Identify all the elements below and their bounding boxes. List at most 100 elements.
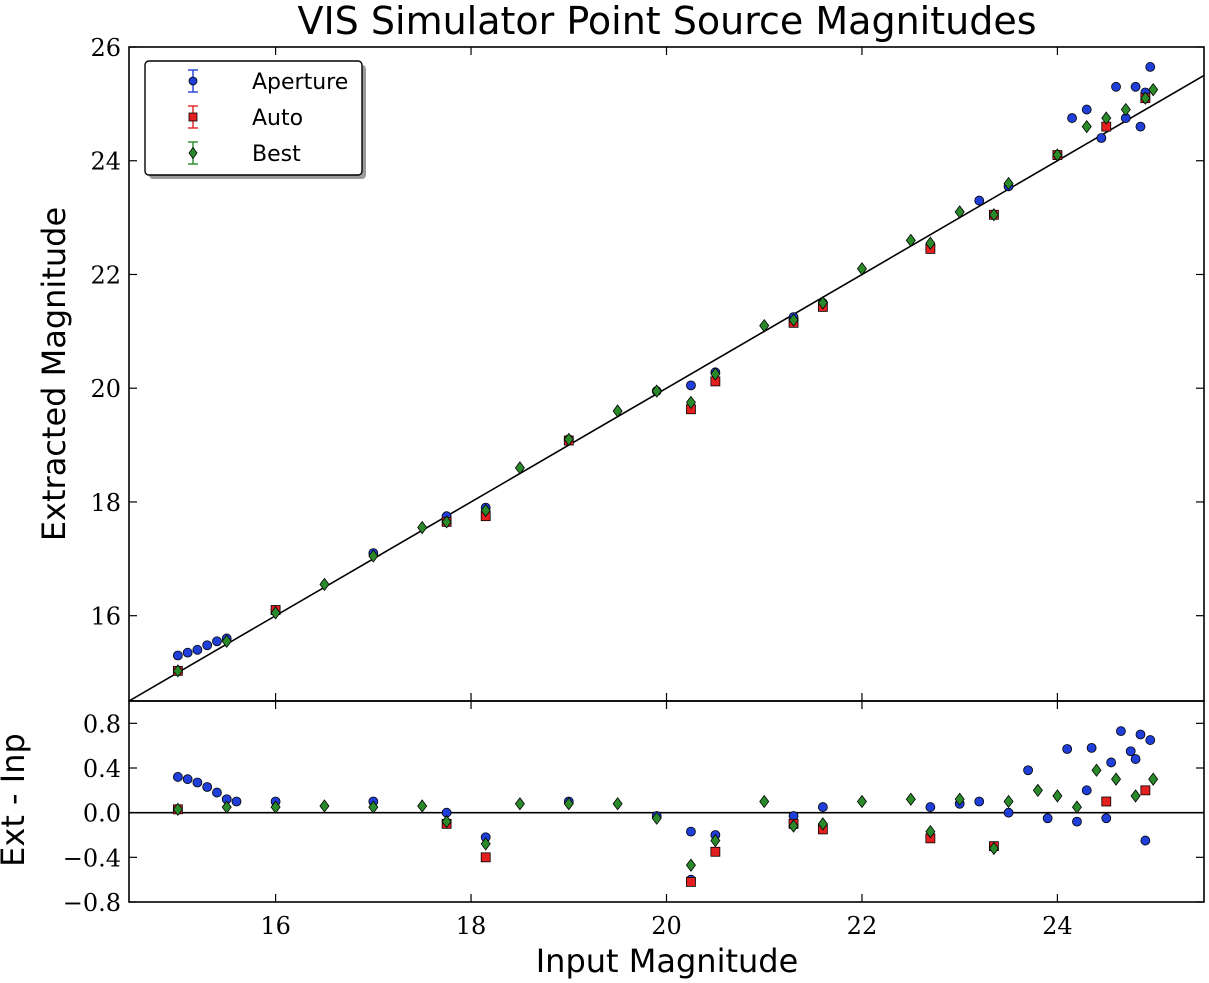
residual-point-auto xyxy=(1140,785,1151,796)
data-point-best xyxy=(270,606,281,620)
residual-point-aperture xyxy=(1072,816,1082,827)
residual-point-aperture xyxy=(1086,743,1097,753)
residual-point-aperture xyxy=(925,802,936,812)
residual-point-aperture xyxy=(172,772,183,782)
series-best xyxy=(172,82,1159,678)
data-point-aperture xyxy=(1135,121,1146,132)
legend-label-aperture: Aperture xyxy=(252,70,348,95)
residual-point-aperture xyxy=(1140,835,1151,846)
y-tick-label-residual: 0.4 xyxy=(83,755,121,783)
data-point-aperture xyxy=(1096,133,1107,143)
legend-marker-auto xyxy=(188,112,198,122)
residual-point-auto xyxy=(686,877,696,887)
residual-point-aperture xyxy=(1101,813,1112,824)
residual-point-best xyxy=(221,800,232,814)
data-point-best xyxy=(612,404,623,418)
residual-point-best xyxy=(368,800,379,814)
data-point-best xyxy=(368,549,379,563)
residual-point-aperture xyxy=(1023,765,1033,776)
residual-point-best xyxy=(172,802,183,816)
residual-point-aperture xyxy=(1003,807,1014,818)
residual-point-aperture xyxy=(1125,746,1136,757)
residual-point-best xyxy=(856,794,867,809)
x-tick-label: 24 xyxy=(1042,912,1073,940)
residual-point-auto xyxy=(480,852,491,863)
data-point-aperture xyxy=(212,636,222,647)
residual-point-best xyxy=(710,833,721,848)
residual-point-best xyxy=(563,797,574,811)
residual-point-aperture xyxy=(1081,785,1092,796)
data-point-best xyxy=(172,664,183,678)
residual-point-best xyxy=(759,794,770,809)
data-point-best xyxy=(788,313,799,327)
x-tick-label: 22 xyxy=(847,912,878,940)
residual-point-best xyxy=(270,800,281,814)
y-tick-label-residual: −0.4 xyxy=(63,844,121,872)
residual-point-aperture xyxy=(212,787,222,798)
residual-point-best xyxy=(480,837,491,851)
residual-point-aperture xyxy=(817,802,828,812)
residual-point-best xyxy=(1052,789,1063,803)
residual-point-best xyxy=(988,841,999,856)
residual-point-aperture xyxy=(686,826,696,837)
data-point-aperture xyxy=(1067,113,1077,123)
data-point-best xyxy=(563,432,574,447)
data-point-aperture xyxy=(172,650,183,661)
legend-label-auto: Auto xyxy=(252,106,303,131)
data-point-best xyxy=(905,233,916,248)
y-tick-label-main: 20 xyxy=(90,375,121,403)
residual-point-auto xyxy=(1101,796,1112,807)
y-tick-label-residual: 0.8 xyxy=(83,710,121,738)
residual-point-best xyxy=(1003,794,1014,809)
y-tick-label-main: 18 xyxy=(90,489,121,517)
residual-point-aperture xyxy=(182,774,193,785)
data-point-aperture xyxy=(974,195,985,206)
residual-point-best xyxy=(685,858,696,872)
residual-plot: 0.8 0.4 0.0 −0.4 −0.8 16 18 20 22 24 xyxy=(63,700,1205,940)
residual-point-aperture xyxy=(202,782,213,792)
one-to-one-line xyxy=(129,74,1204,701)
residual-point-aperture xyxy=(1106,757,1117,768)
data-point-aperture xyxy=(1081,104,1092,115)
residual-series-best xyxy=(172,763,1159,872)
data-point-best xyxy=(651,384,662,398)
data-point-aperture xyxy=(182,647,193,658)
data-point-best xyxy=(710,367,721,381)
residual-point-best xyxy=(1071,800,1082,814)
chart-title: VIS Simulator Point Source Magnitudes xyxy=(297,0,1036,43)
series-auto xyxy=(172,93,1151,676)
residual-point-best xyxy=(1148,772,1159,786)
data-point-best xyxy=(856,262,867,276)
data-point-best xyxy=(1140,91,1151,105)
legend-marker-aperture xyxy=(188,76,198,86)
data-point-best xyxy=(759,318,770,333)
x-tick-label: 18 xyxy=(456,912,487,940)
data-point-best xyxy=(221,634,232,648)
data-point-aperture xyxy=(1111,81,1121,92)
data-point-aperture xyxy=(1130,81,1141,92)
y-tick-label-main: 16 xyxy=(90,603,121,631)
residual-point-best xyxy=(817,817,828,831)
residual-point-best xyxy=(1091,763,1102,777)
residual-point-aperture xyxy=(1042,813,1053,824)
data-point-best xyxy=(1148,82,1159,97)
residual-point-aperture xyxy=(1130,754,1141,764)
data-point-best xyxy=(685,395,696,410)
data-point-best xyxy=(954,205,965,219)
data-point-best xyxy=(1081,119,1092,134)
data-point-aperture xyxy=(1145,62,1156,72)
residual-point-best xyxy=(417,799,428,813)
data-point-best xyxy=(988,208,999,222)
data-point-best xyxy=(1101,111,1112,125)
residual-point-best xyxy=(1032,783,1043,797)
y-tick-label-main: 26 xyxy=(90,34,121,62)
data-point-best xyxy=(480,503,491,518)
residual-point-auto xyxy=(710,846,721,857)
data-point-aperture xyxy=(686,380,696,391)
x-axis-label: Input Magnitude xyxy=(536,942,799,980)
data-point-best xyxy=(1003,176,1014,191)
legend-label-best: Best xyxy=(252,142,301,167)
y-tick-label-residual: −0.8 xyxy=(63,889,121,917)
residual-point-aperture xyxy=(1145,735,1156,745)
